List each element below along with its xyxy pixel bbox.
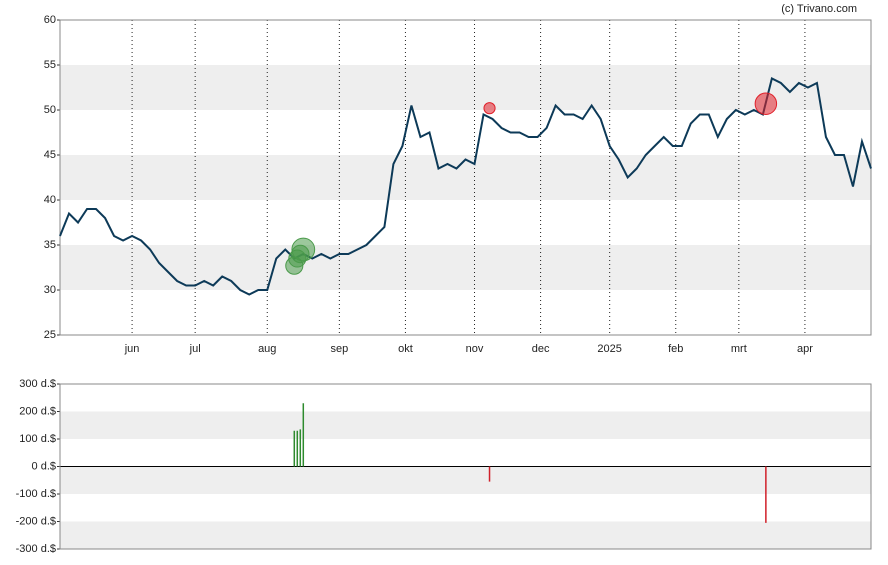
y-tick-label: 35 (44, 239, 56, 251)
trade-marker (483, 102, 496, 115)
y-tick-label: 300 d.$ (19, 378, 56, 390)
y-tick-label: 60 (44, 14, 56, 26)
y-tick-label: -100 d.$ (16, 488, 56, 500)
y-tick-label: 45 (44, 149, 56, 161)
band (60, 65, 871, 110)
x-tick-label: jun (124, 343, 140, 355)
y-tick-label: 0 d.$ (32, 460, 56, 472)
x-tick-label: jul (189, 343, 201, 355)
band (60, 521, 871, 549)
bar (293, 430, 296, 467)
y-tick-label: 50 (44, 104, 56, 116)
y-tick-label: 40 (44, 194, 56, 206)
x-tick-label: apr (797, 343, 813, 355)
x-tick-label: aug (258, 343, 276, 355)
y-tick-label: -300 d.$ (16, 543, 56, 555)
x-tick-label: nov (466, 343, 484, 355)
frame (59, 383, 872, 550)
frame (59, 19, 872, 336)
y-tick-label: 55 (44, 59, 56, 71)
trade-marker (754, 92, 778, 115)
y-tick-label: 200 d.$ (19, 405, 56, 417)
x-tick-label: feb (668, 343, 683, 355)
x-tick-label: 2025 (597, 343, 621, 355)
band (60, 155, 871, 200)
bar (299, 429, 302, 467)
x-tick-label: mrt (731, 343, 747, 355)
bar (302, 403, 305, 467)
y-tick-label: 30 (44, 284, 56, 296)
price-line (59, 77, 872, 296)
y-tick-label: 25 (44, 329, 56, 341)
bar (296, 430, 299, 467)
trade-marker (291, 237, 316, 262)
x-tick-label: okt (398, 343, 413, 355)
x-tick-label: dec (532, 343, 550, 355)
x-tick-label: sep (330, 343, 348, 355)
band (60, 411, 871, 439)
y-tick-label: 100 d.$ (19, 433, 56, 445)
bar (488, 466, 491, 482)
band (60, 466, 871, 494)
source: (c) Trivano.com (781, 3, 857, 15)
bar (765, 466, 767, 523)
y-tick-label: -200 d.$ (16, 515, 56, 527)
